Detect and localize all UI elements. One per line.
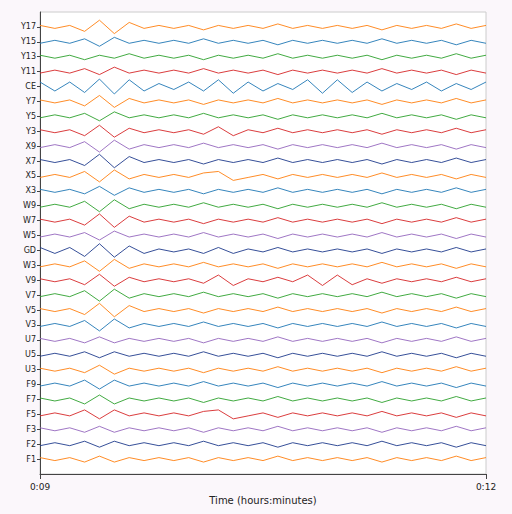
svg-text:X7: X7 xyxy=(25,157,36,166)
svg-text:U7: U7 xyxy=(25,335,36,344)
svg-text:Y15: Y15 xyxy=(20,37,36,46)
svg-text:GD: GD xyxy=(24,246,36,255)
svg-text:U5: U5 xyxy=(25,350,36,359)
svg-text:W9: W9 xyxy=(23,201,36,210)
svg-text:F1: F1 xyxy=(26,455,36,464)
svg-text:F7: F7 xyxy=(26,395,36,404)
svg-text:0:12: 0:12 xyxy=(476,482,496,492)
svg-text:Time (hours:minutes): Time (hours:minutes) xyxy=(208,495,317,506)
svg-text:V7: V7 xyxy=(25,291,36,300)
svg-text:Y5: Y5 xyxy=(25,112,36,121)
svg-text:Y17: Y17 xyxy=(20,22,36,31)
svg-text:W3: W3 xyxy=(23,261,36,270)
svg-text:V3: V3 xyxy=(25,320,36,329)
svg-text:F9: F9 xyxy=(26,380,36,389)
svg-text:F2: F2 xyxy=(26,440,36,449)
svg-text:F5: F5 xyxy=(26,410,36,419)
svg-text:Y11: Y11 xyxy=(20,67,36,76)
svg-text:Y7: Y7 xyxy=(25,97,36,106)
svg-text:X3: X3 xyxy=(25,186,36,195)
svg-text:V5: V5 xyxy=(25,306,36,315)
svg-text:W7: W7 xyxy=(23,216,36,225)
svg-text:F3: F3 xyxy=(26,425,36,434)
svg-text:W5: W5 xyxy=(23,231,36,240)
svg-text:V9: V9 xyxy=(25,276,36,285)
svg-text:Y13: Y13 xyxy=(20,52,36,61)
svg-text:0:09: 0:09 xyxy=(30,482,50,492)
svg-text:U3: U3 xyxy=(25,365,36,374)
svg-text:X5: X5 xyxy=(25,171,36,180)
svg-text:Y3: Y3 xyxy=(25,127,36,136)
svg-text:X9: X9 xyxy=(25,142,36,151)
svg-text:CE: CE xyxy=(25,82,36,91)
